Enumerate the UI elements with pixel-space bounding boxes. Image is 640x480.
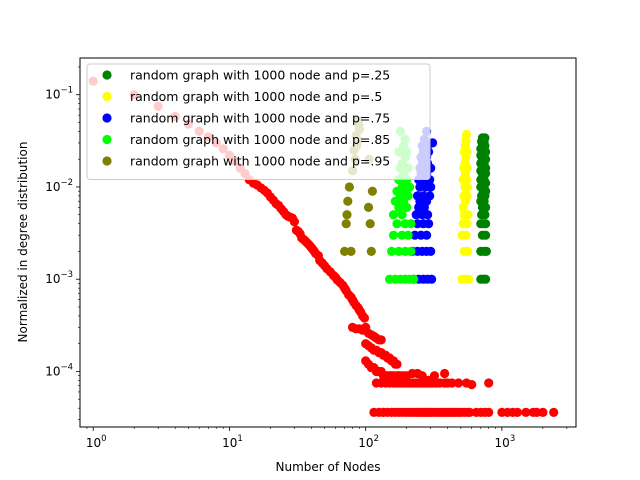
legend-label: random graph with 1000 node and p=.95 [130,154,390,169]
data-point [423,210,433,220]
data-point [481,219,491,229]
data-point [462,191,472,201]
data-point [464,274,474,284]
data-point [484,407,494,417]
legend-marker [102,70,112,80]
x-tick-label: 101 [222,434,243,450]
data-point [367,186,377,196]
legend-box [86,63,431,180]
data-point [447,378,457,388]
data-point [366,246,376,256]
y-tick-label: 10−4 [45,362,73,378]
data-point [394,246,404,256]
data-point [463,210,473,220]
data-point [406,246,416,256]
data-point [463,182,473,192]
data-point [289,217,299,227]
data-point [392,359,402,369]
legend-label: random graph with 1000 node and p=.85 [130,132,390,147]
plot-frame [79,57,577,428]
data-point [363,202,374,212]
data-point [344,182,354,192]
data-point [481,246,491,256]
legend-label: random graph with 1000 node and p=.25 [130,68,390,83]
legend: random graph with 1000 node and p=.25 ran… [86,63,431,180]
data-point [461,230,471,240]
data-point [440,368,450,379]
legend-label: random graph with 1000 node and p=.5 [130,89,382,104]
y-tick-label: 10−2 [45,178,73,194]
data-point [426,246,436,256]
data-point [346,246,356,256]
data-point [549,407,559,417]
x-tick-label: 100 [86,434,107,450]
data-point [418,191,428,201]
data-point [359,313,370,323]
data-point [512,407,523,417]
axis-ticks: 100 101 102 103 10−4 10−3 10−2 10−1 [45,66,568,450]
data-point [538,407,548,417]
data-point [429,371,440,381]
series-5 [88,76,559,417]
data-point [405,182,415,192]
legend-label: random graph with 1000 node and p=.75 [130,111,390,126]
data-point [365,219,375,229]
data-point [521,407,531,417]
data-point [397,182,407,192]
data-point [397,210,407,220]
x-tick-label: 103 [495,434,516,450]
data-point [340,246,350,256]
data-point [481,230,491,240]
data-point [341,219,351,229]
data-point [480,210,490,220]
data-point [387,246,397,256]
data-point [388,210,399,220]
data-point [406,219,416,229]
data-point [484,378,494,388]
series-1 [457,129,474,284]
series-0 [476,133,491,284]
legend-marker [102,134,112,145]
x-tick-label: 102 [358,434,379,450]
legend-marker [102,156,112,166]
data-point [343,196,353,206]
y-axis-label: Normalized in degree distribution [16,142,30,343]
data-point [427,274,437,284]
data-point [342,210,352,220]
y-tick-label: 10−1 [45,86,73,102]
legend-marker [102,91,112,102]
x-axis-label: Number of Nodes [276,460,381,474]
data-point [409,274,419,284]
data-point [376,335,386,345]
data-point [392,219,402,229]
data-point [453,378,464,388]
data-point [425,191,435,201]
data-point [481,274,491,284]
y-tick-label: 10−3 [45,270,73,286]
data-point [462,219,472,229]
data-point [388,230,399,240]
legend-marker [102,113,112,123]
data-point [465,407,475,417]
data-point [424,219,434,229]
data-point [426,182,436,192]
data-point [403,230,413,240]
data-point [467,380,477,390]
data-point [461,129,472,140]
data-point [417,371,427,381]
data-point [463,246,473,256]
data-point [422,230,432,240]
data-point [480,133,490,143]
